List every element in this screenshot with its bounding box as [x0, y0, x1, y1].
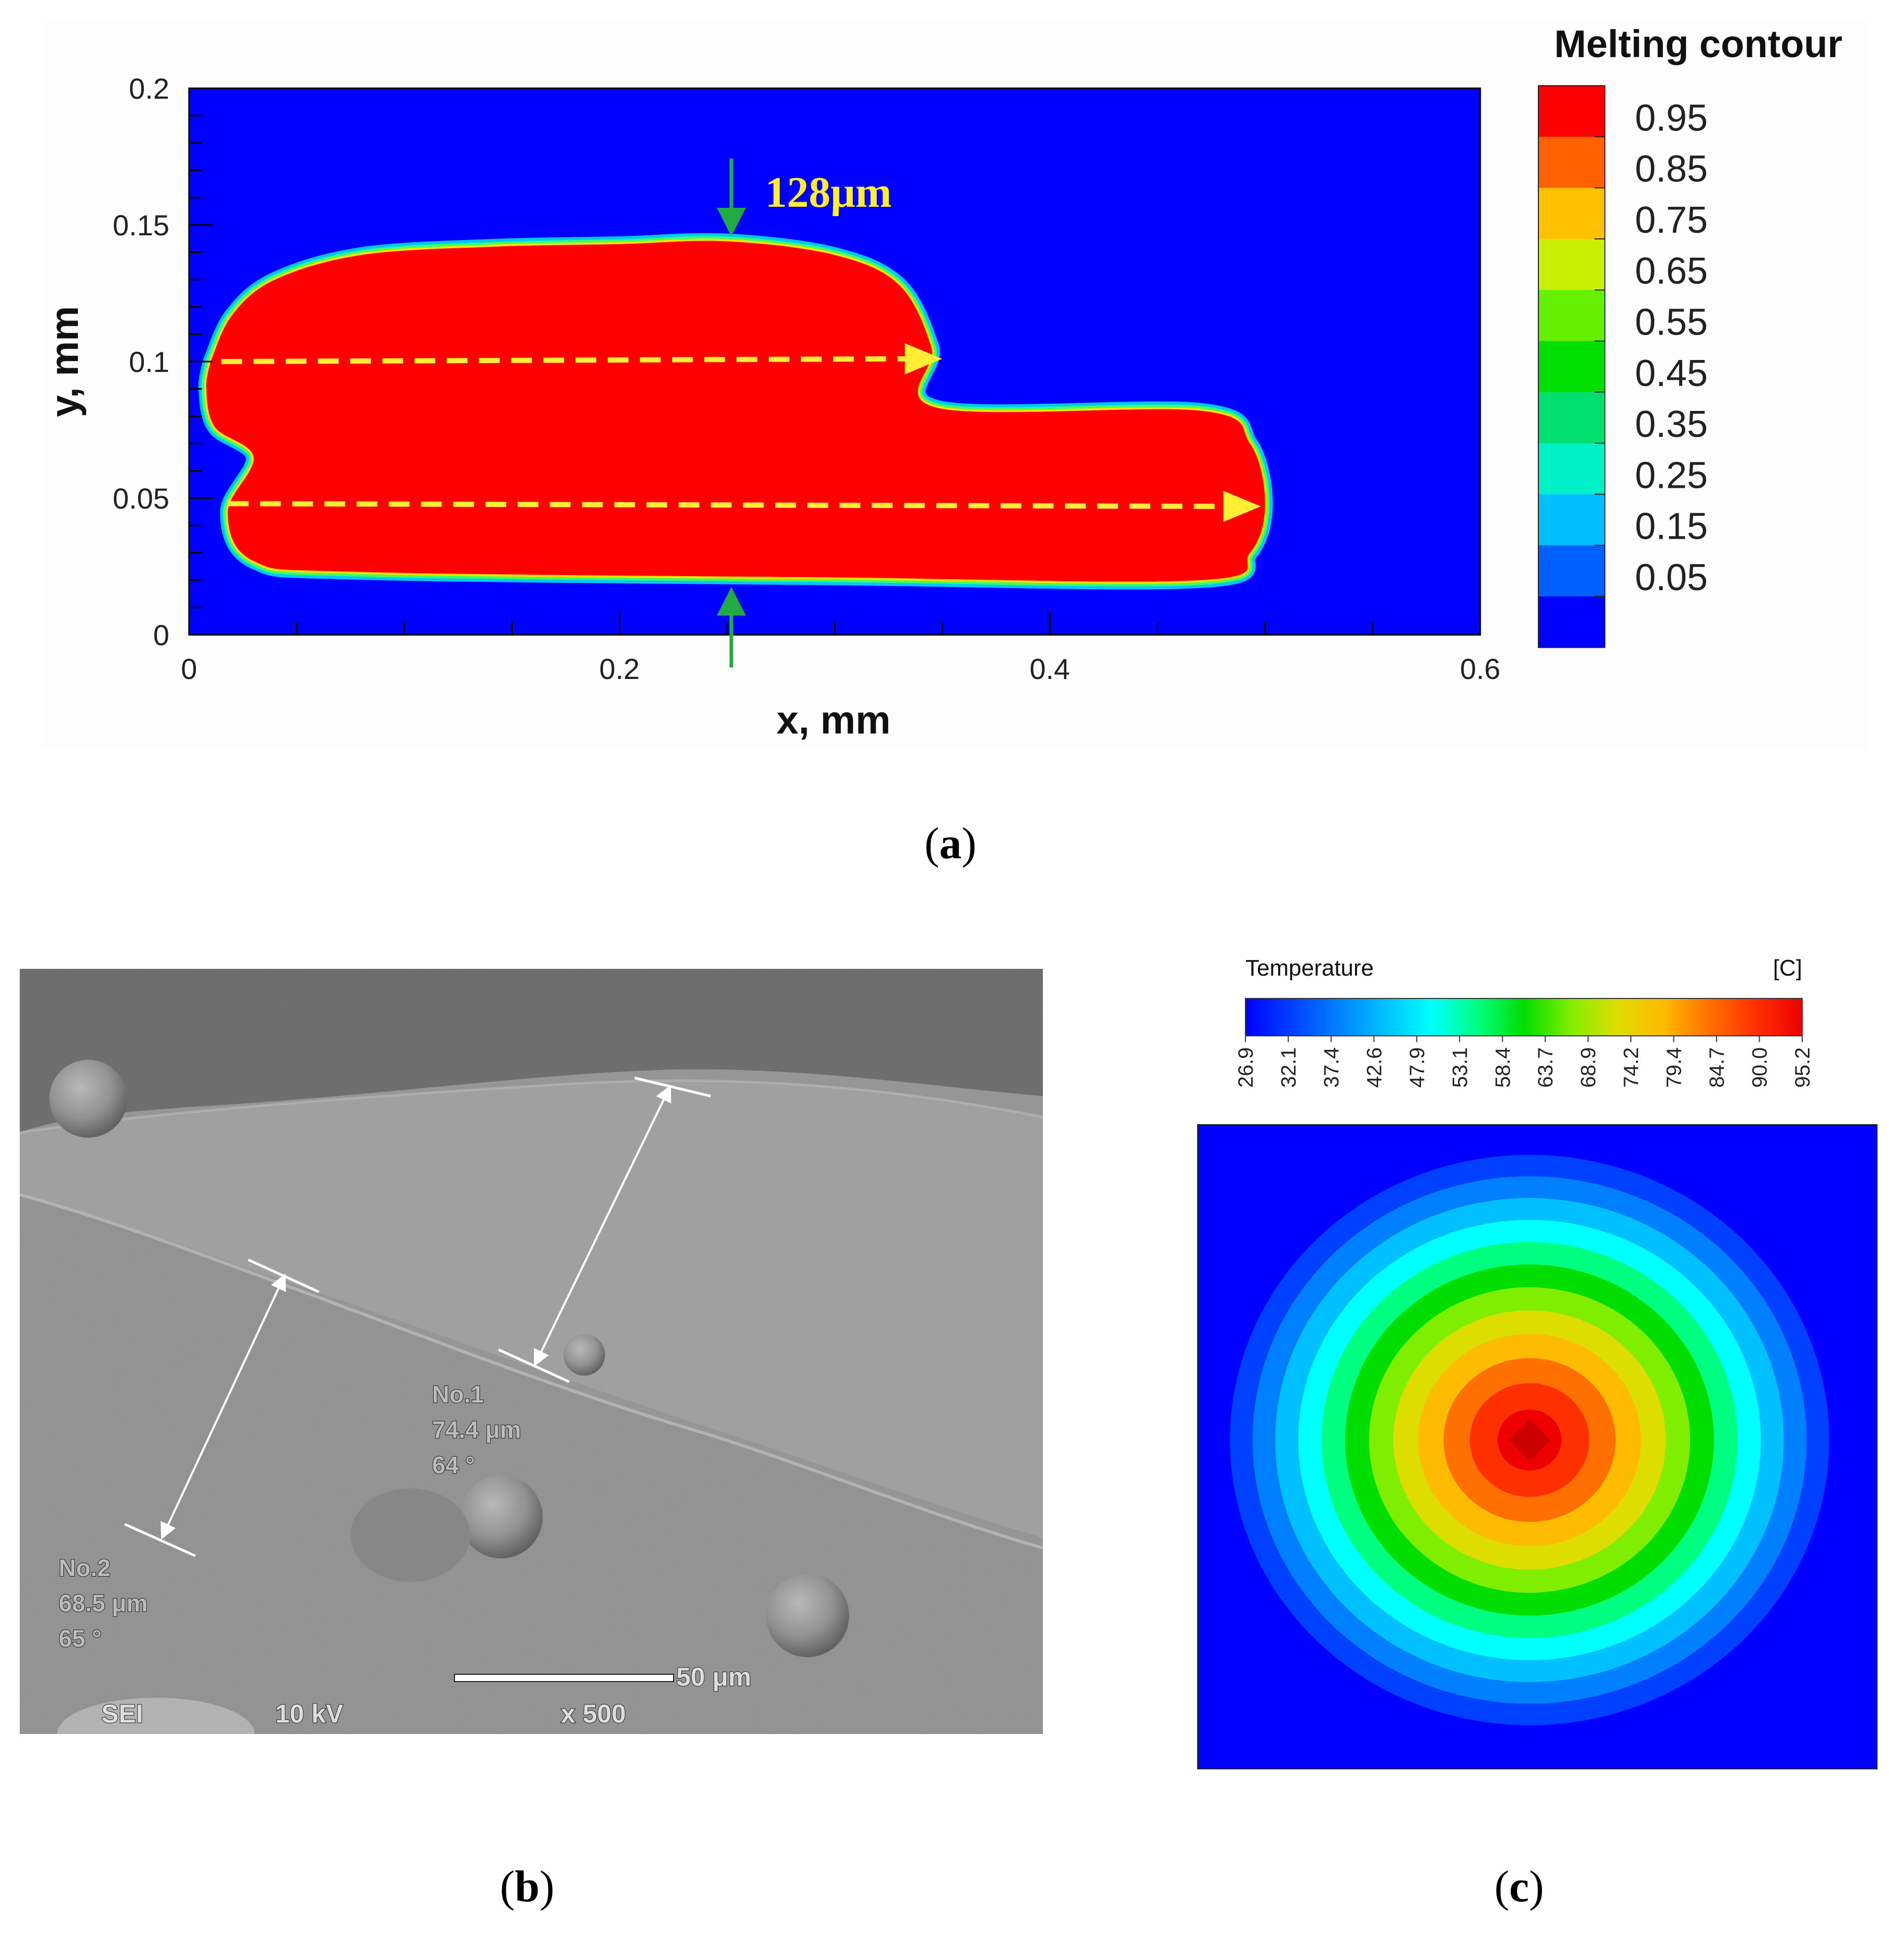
measure-no1-name: No.1	[432, 1381, 484, 1408]
legend-level-label: 0.45	[1635, 353, 1708, 394]
caption-a-letter: a	[940, 818, 962, 868]
measure-no1-angle: 64 °	[432, 1451, 475, 1478]
measure-no2-tick-bottom	[124, 1523, 196, 1557]
melt-pool-core	[206, 241, 1265, 582]
colorbar-tick-label: 84.7	[1706, 1047, 1728, 1088]
axis-ticks: 0 0.2 0.4 0.6 0 0.05 0.1 0.15 0.2	[113, 72, 1500, 685]
sem-mode: SEI	[101, 1699, 143, 1728]
scale-bar-label: 50 μm	[676, 1662, 752, 1691]
sem-texture	[20, 969, 1043, 1734]
legend-level-label: 0.85	[1635, 149, 1708, 190]
scan-track-line	[227, 501, 1225, 509]
width-annotation: 128μm	[765, 168, 892, 217]
panel-a: 0 0.2 0.4 0.6 0 0.05 0.1 0.15 0.2 128μm x, mm y,…	[42, 22, 1870, 868]
colorbar-tick-label: 90.0	[1749, 1047, 1772, 1088]
width-marker: 128μm	[717, 158, 892, 668]
measure-no2-length: 68.5 μm	[59, 1590, 148, 1617]
caption-a: (a)	[924, 818, 976, 868]
panel-c: Temperature [C] 26.9 32.1 37.4 42.6 47.9 53.1…	[1197, 955, 1878, 1911]
temperature-field-frame	[1197, 1124, 1878, 1769]
colorbar-tick-label: 32.1	[1277, 1047, 1300, 1088]
measure-no2-name: No.2	[59, 1554, 111, 1581]
colorbar-tick-label: 42.6	[1363, 1047, 1386, 1088]
sem-voltage: 10 kV	[275, 1699, 343, 1728]
legend-swatch	[1538, 545, 1605, 597]
y-tick-label: 0.2	[129, 72, 169, 105]
measure-no2-line	[160, 1273, 286, 1540]
caption-b-letter: b	[515, 1861, 540, 1911]
legend-swatch	[1538, 238, 1605, 291]
caption-c-letter: c	[1509, 1861, 1529, 1911]
caption-b: (b)	[500, 1861, 554, 1911]
colorbar-tick-label: 47.9	[1406, 1047, 1429, 1088]
melting-contour-legend: Melting contour 0.95 0.85 0.75 0.65 0.55 0.45…	[1538, 22, 1842, 648]
measure-no1-line	[533, 1085, 672, 1367]
legend-swatch	[1538, 596, 1605, 648]
legend-level-label: 0.25	[1635, 455, 1708, 496]
legend-swatch	[1538, 443, 1605, 495]
legend-level-label: 0.55	[1635, 302, 1708, 343]
legend-level-label: 0.95	[1635, 97, 1708, 139]
x-tick-label: 0	[181, 652, 197, 685]
sem-micrograph: No.1 74.4 μm 64 ° No.2 68.5 μm 65 ° 50 μ…	[20, 969, 1043, 1734]
colorbar-tick-label: 74.2	[1620, 1047, 1643, 1088]
measure-no1-length: 74.4 μm	[432, 1416, 521, 1443]
colorbar-tick-label: 79.4	[1663, 1047, 1686, 1088]
measure-no1-tick-top	[634, 1076, 711, 1098]
sem-magnification: x 500	[561, 1699, 626, 1728]
legend-level-label: 0.35	[1635, 404, 1708, 445]
legend-title: Melting contour	[1554, 22, 1843, 65]
legend-swatch	[1538, 392, 1605, 444]
melt-pool-region	[198, 233, 1273, 590]
legend-frame	[1538, 85, 1605, 648]
y-tick-label: 0.05	[113, 482, 169, 515]
scan-track-arrows	[221, 343, 1261, 522]
legend-swatch	[1538, 86, 1605, 138]
x-axis-label: x, mm	[776, 698, 891, 742]
width-marker-bottom-head	[717, 587, 746, 616]
caption-c: (c)	[1494, 1861, 1544, 1911]
legend-level-label: 0.75	[1635, 199, 1708, 241]
legend-level-label: 0.05	[1635, 557, 1708, 598]
y-tick-label: 0.1	[129, 345, 169, 378]
colorbar-unit: [C]	[1773, 955, 1802, 981]
panel-b: No.1 74.4 μm 64 ° No.2 68.5 μm 65 ° 50 μ…	[20, 969, 1043, 1911]
y-tick-label: 0.15	[113, 209, 169, 242]
legend-swatch	[1538, 341, 1605, 393]
colorbar-title: Temperature	[1245, 955, 1374, 981]
colorbar-tick-label: 68.9	[1577, 1047, 1600, 1088]
legend-swatch	[1538, 188, 1605, 239]
legend-swatch	[1538, 137, 1605, 189]
colorbar-tick-label: 26.9	[1235, 1047, 1257, 1088]
legend-swatch	[1538, 494, 1605, 546]
temperature-field	[1198, 1125, 1877, 1769]
colorbar-tick-label: 53.1	[1449, 1047, 1471, 1088]
scan-track-arrowhead	[905, 343, 943, 375]
colorbar-tick-label: 63.7	[1534, 1047, 1557, 1088]
scan-track-line	[221, 356, 906, 364]
measure-no2-angle: 65 °	[59, 1625, 101, 1652]
colorbar-tick-label: 95.2	[1791, 1047, 1814, 1088]
scan-track-arrowhead	[1223, 490, 1261, 522]
colorbar-gradient	[1245, 998, 1803, 1036]
x-tick-label: 0.4	[1029, 652, 1070, 685]
colorbar-tick-label: 37.4	[1320, 1047, 1343, 1088]
colorbar-tick-label: 58.4	[1492, 1047, 1514, 1088]
peak-hotspot	[1509, 1419, 1550, 1461]
legend-swatch	[1538, 290, 1605, 342]
legend-level-label: 0.15	[1635, 506, 1708, 548]
x-tick-label: 0.6	[1460, 652, 1500, 685]
y-axis-label: y, mm	[43, 306, 87, 417]
width-marker-top-head	[717, 208, 746, 236]
scale-bar	[454, 1674, 674, 1682]
y-tick-label: 0	[153, 619, 169, 651]
x-tick-label: 0.2	[599, 652, 640, 685]
legend-level-label: 0.65	[1635, 250, 1708, 292]
temperature-colorbar: 26.9 32.1 37.4 42.6 47.9 53.1 58.4 63.7 68.9 74.2…	[1235, 998, 1814, 1088]
